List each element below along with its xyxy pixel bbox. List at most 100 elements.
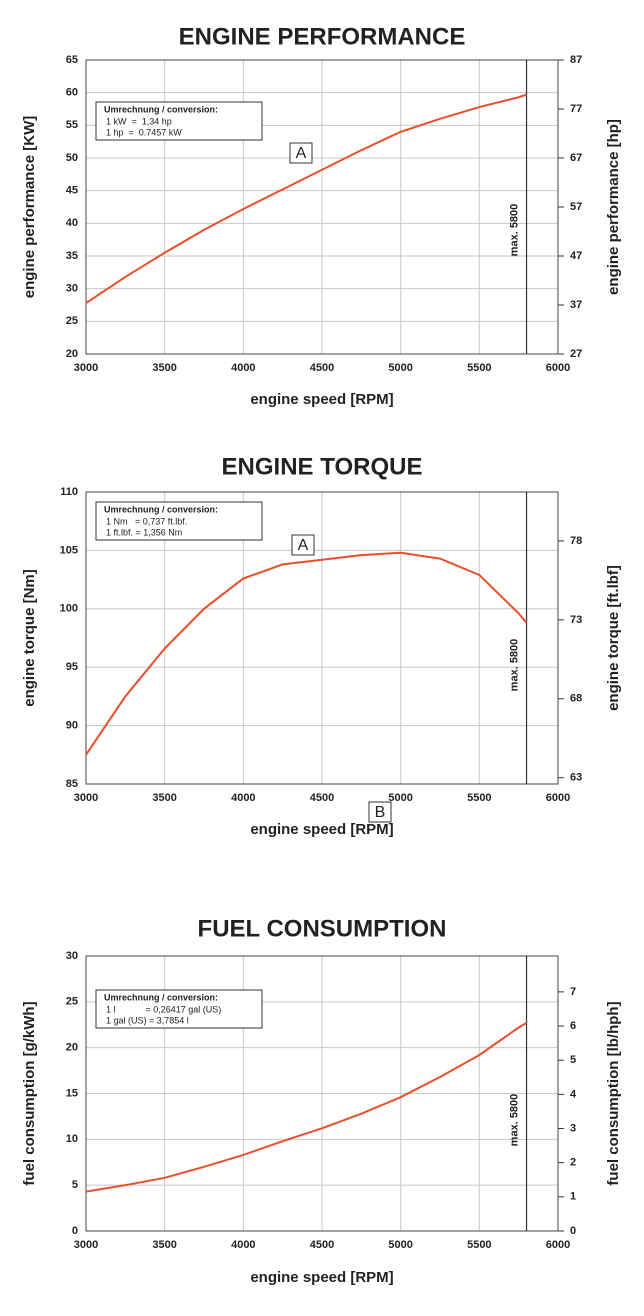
y-tick-label: 85 bbox=[66, 778, 78, 790]
y2-tick-label: 57 bbox=[570, 201, 582, 213]
marker-box bbox=[291, 534, 315, 556]
marker-label: B bbox=[375, 804, 386, 821]
x-tick-label: 3000 bbox=[74, 1239, 98, 1251]
plot-frame bbox=[85, 491, 559, 785]
y-tick-label: 45 bbox=[66, 185, 78, 197]
y2-tick-label: 87 bbox=[570, 54, 582, 66]
x-tick-label: 4000 bbox=[231, 792, 255, 804]
y-tick-label: 30 bbox=[66, 283, 78, 295]
y-tick-label: 5 bbox=[72, 1179, 78, 1191]
limit-label: max. 5800 bbox=[508, 204, 520, 257]
x-tick-label: 5500 bbox=[467, 362, 491, 374]
x-axis-label: engine speed [RPM] bbox=[250, 821, 393, 838]
y-tick-label: 15 bbox=[66, 1087, 78, 1099]
y-tick-label: 100 bbox=[60, 603, 78, 615]
x-tick-label: 3500 bbox=[152, 792, 176, 804]
y-tick-label: 20 bbox=[66, 348, 78, 360]
conversion-line: 1 kW = 1,34 hp bbox=[106, 116, 172, 126]
y2-tick-label: 73 bbox=[570, 614, 582, 626]
marker-label: A bbox=[296, 145, 307, 162]
y2-tick-label: 63 bbox=[570, 772, 582, 784]
x-tick-label: 3500 bbox=[152, 362, 176, 374]
y2-tick-label: 2 bbox=[570, 1157, 576, 1169]
x-tick-label: 6000 bbox=[546, 1239, 570, 1251]
x-tick-label: 5500 bbox=[467, 792, 491, 804]
conversion-line: 1 l = 0,26417 gal (US) bbox=[106, 1004, 221, 1014]
conversion-box bbox=[95, 501, 263, 541]
conversion-line: 1 hp = 0.7457 kW bbox=[106, 127, 182, 137]
y-tick-label: 105 bbox=[60, 544, 78, 556]
conversion-line: 1 Nm = 0,737 ft.lbf. bbox=[106, 516, 187, 526]
data-line bbox=[85, 93, 527, 304]
y-tick-label: 60 bbox=[66, 87, 78, 99]
x-tick-label: 4000 bbox=[231, 362, 255, 374]
y2-axis-label: engine torque [ft.lbf] bbox=[605, 565, 622, 711]
y-tick-label: 30 bbox=[66, 950, 78, 962]
x-tick-label: 6000 bbox=[546, 362, 570, 374]
conversion-title: Umrechnung / conversion: bbox=[104, 104, 218, 114]
y-tick-label: 95 bbox=[66, 661, 78, 673]
data-line bbox=[85, 1022, 528, 1193]
x-tick-label: 5000 bbox=[388, 362, 412, 374]
x-tick-label: 5000 bbox=[388, 792, 412, 804]
y-tick-label: 55 bbox=[66, 119, 78, 131]
data-line bbox=[85, 551, 528, 756]
y2-tick-label: 3 bbox=[570, 1122, 576, 1134]
y-tick-label: 10 bbox=[66, 1133, 78, 1145]
y2-tick-label: 4 bbox=[570, 1088, 577, 1100]
limit-label: max. 5800 bbox=[508, 1094, 520, 1147]
x-tick-label: 4500 bbox=[310, 1239, 334, 1251]
chart-title: ENGINE TORQUE bbox=[222, 453, 423, 480]
y2-tick-label: 67 bbox=[570, 152, 582, 164]
y2-axis-label: engine performance [hp] bbox=[605, 119, 622, 295]
marker-label: A bbox=[298, 537, 309, 554]
conversion-box bbox=[95, 989, 263, 1029]
y-tick-label: 35 bbox=[66, 250, 78, 262]
conversion-box bbox=[95, 101, 263, 141]
y-tick-label: 0 bbox=[72, 1225, 78, 1237]
y-tick-label: 20 bbox=[66, 1042, 78, 1054]
y2-tick-label: 37 bbox=[570, 299, 582, 311]
y-tick-label: 25 bbox=[66, 315, 78, 327]
x-tick-label: 5500 bbox=[467, 1239, 491, 1251]
x-axis-label: engine speed [RPM] bbox=[250, 391, 393, 408]
y2-tick-label: 68 bbox=[570, 693, 582, 705]
conversion-title: Umrechnung / conversion: bbox=[104, 992, 218, 1002]
x-tick-label: 3000 bbox=[74, 792, 98, 804]
y2-tick-label: 5 bbox=[570, 1054, 576, 1066]
y2-tick-label: 1 bbox=[570, 1191, 576, 1203]
marker-box bbox=[368, 801, 392, 823]
y-tick-label: 90 bbox=[66, 720, 78, 732]
x-tick-label: 4500 bbox=[310, 792, 334, 804]
chart-title: FUEL CONSUMPTION bbox=[198, 915, 447, 942]
y2-tick-label: 78 bbox=[570, 535, 582, 547]
y-axis-label: fuel consumption [g/kWh] bbox=[21, 1001, 38, 1185]
limit-label: max. 5800 bbox=[508, 639, 520, 692]
marker-box bbox=[289, 142, 313, 164]
y2-tick-label: 77 bbox=[570, 103, 582, 115]
x-axis-label: engine speed [RPM] bbox=[250, 1269, 393, 1286]
y-tick-label: 40 bbox=[66, 217, 78, 229]
x-tick-label: 4500 bbox=[310, 362, 334, 374]
y-axis-label: engine performance [KW] bbox=[21, 116, 38, 299]
y-tick-label: 110 bbox=[60, 486, 78, 498]
chart-title: ENGINE PERFORMANCE bbox=[179, 23, 466, 50]
y2-tick-label: 6 bbox=[570, 1020, 576, 1032]
conversion-line: 1 gal (US) = 3,7854 l bbox=[106, 1015, 189, 1025]
y2-tick-label: 47 bbox=[570, 250, 582, 262]
y2-tick-label: 27 bbox=[570, 348, 582, 360]
plot-frame bbox=[85, 59, 559, 355]
conversion-title: Umrechnung / conversion: bbox=[104, 504, 218, 514]
y-tick-label: 65 bbox=[66, 54, 78, 66]
x-tick-label: 3000 bbox=[74, 362, 98, 374]
y2-axis-label: fuel consumption [lb/hph] bbox=[605, 1001, 622, 1185]
y-tick-label: 25 bbox=[66, 996, 78, 1008]
x-tick-label: 4000 bbox=[231, 1239, 255, 1251]
x-tick-label: 6000 bbox=[546, 792, 570, 804]
x-tick-label: 3500 bbox=[152, 1239, 176, 1251]
y2-tick-label: 0 bbox=[570, 1225, 576, 1237]
y2-tick-label: 7 bbox=[570, 986, 576, 998]
y-tick-label: 50 bbox=[66, 152, 78, 164]
conversion-line: 1 ft.lbf. = 1,356 Nm bbox=[106, 527, 182, 537]
